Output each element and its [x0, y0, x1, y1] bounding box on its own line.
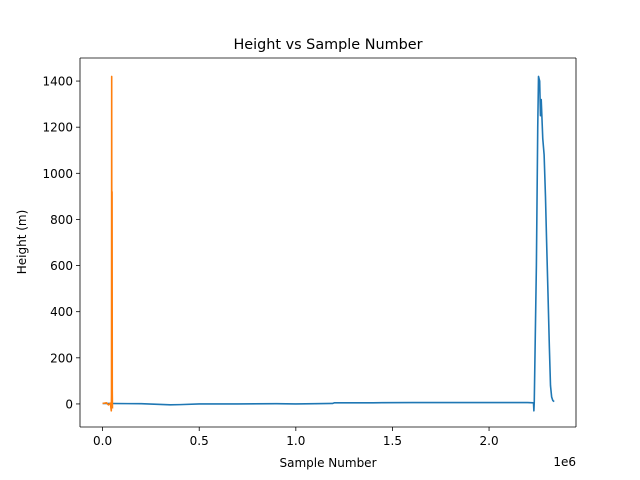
y-tick-label: 200	[50, 351, 73, 365]
x-tick-label: 0.0	[93, 434, 112, 448]
y-axis: 0 200 400 600 800 1000 1200 1400	[42, 75, 80, 411]
chart-title: Height vs Sample Number	[233, 37, 422, 53]
y-tick-label: 800	[50, 213, 73, 227]
y-tick-label: 1400	[42, 75, 73, 89]
x-axis: 0.0 0.5 1.0 1.5 2.0	[93, 427, 499, 448]
x-tick-label: 1.0	[286, 434, 305, 448]
y-tick-label: 1000	[42, 167, 73, 181]
axes-frame	[79, 57, 577, 428]
x-tick-label: 2.0	[480, 434, 499, 448]
x-tick-label: 0.5	[190, 434, 209, 448]
series-line-1	[102, 75, 555, 412]
y-axis-label: Height (m)	[15, 210, 29, 275]
plot-area	[79, 57, 577, 428]
y-tick-label: 0	[65, 397, 73, 411]
series-line-2	[102, 75, 114, 412]
x-tick-label: 1.5	[383, 434, 402, 448]
y-tick-label: 400	[50, 305, 73, 319]
y-tick-label: 1200	[42, 121, 73, 135]
x-axis-offset-text: 1e6	[553, 455, 576, 469]
x-axis-label: Sample Number	[279, 456, 376, 470]
series-layer	[102, 75, 555, 412]
y-tick-label: 600	[50, 259, 73, 273]
